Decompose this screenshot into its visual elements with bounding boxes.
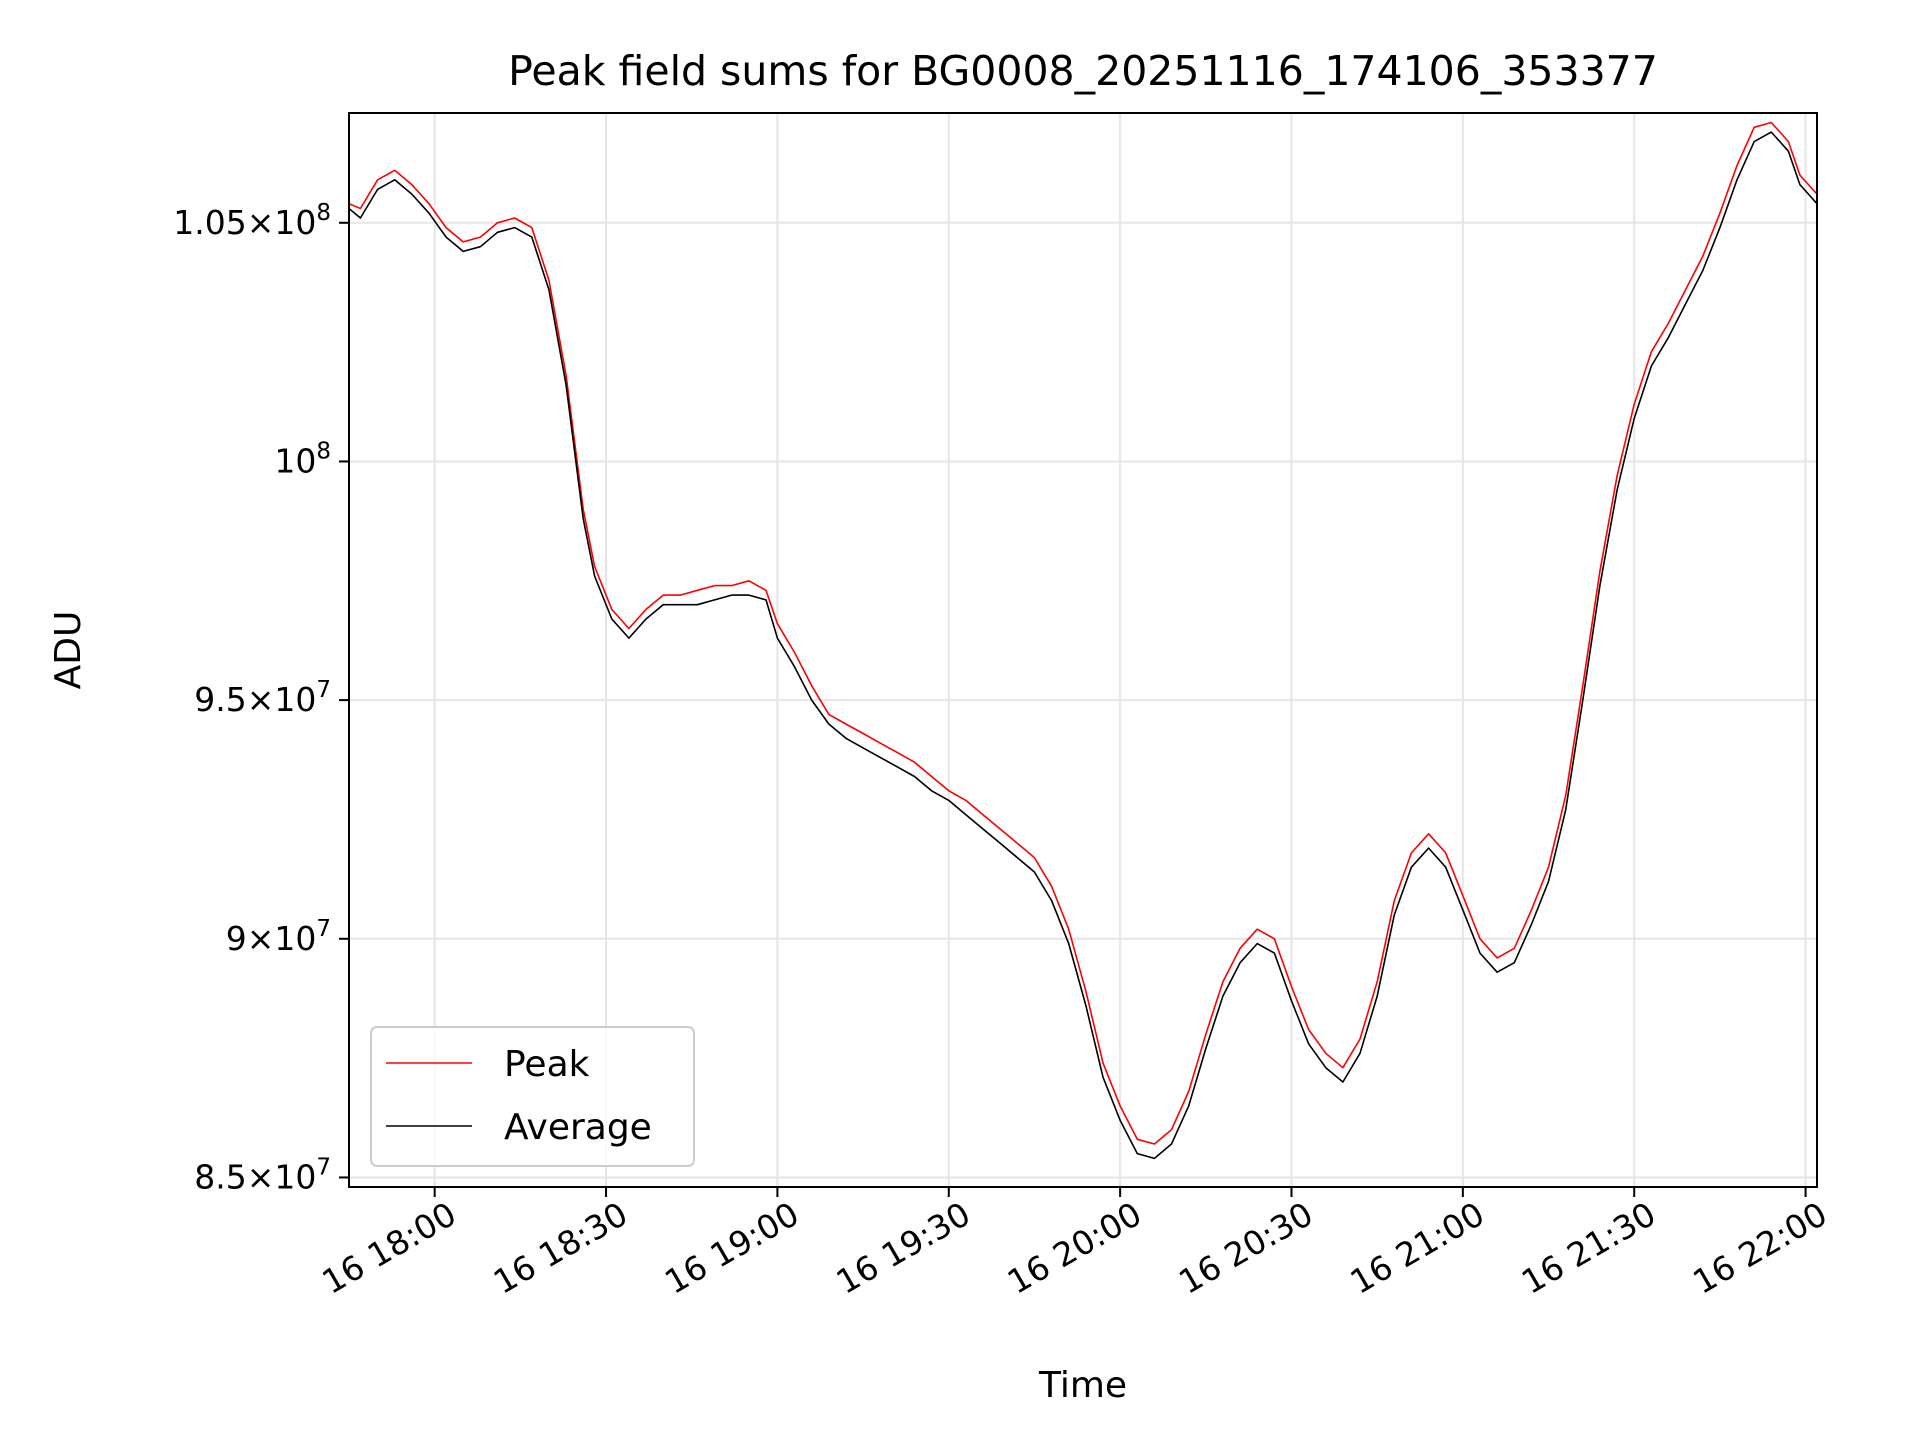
chart-title: Peak field sums for BG0008_20251116_1741…: [508, 47, 1658, 95]
legend-label-average: Average: [504, 1107, 652, 1148]
x-axis-label: Time: [1038, 1365, 1127, 1406]
legend-label-peak: Peak: [504, 1044, 590, 1085]
y-tick-label: 9.5×107: [194, 677, 331, 719]
y-tick-label: 9×107: [226, 916, 331, 958]
y-tick-label: 1.05×108: [173, 200, 331, 242]
legend-box: [370, 1026, 695, 1167]
y-tick-label: 8.5×107: [194, 1154, 331, 1196]
legend: Peak Average: [370, 1026, 695, 1167]
grid: [349, 113, 1817, 1187]
y-axis-label: ADU: [48, 611, 89, 690]
series-layer: [348, 121, 1818, 1160]
plot-frame: [348, 112, 1818, 1188]
series-line-average: [348, 131, 1818, 1160]
series-line-peak: [348, 121, 1818, 1145]
